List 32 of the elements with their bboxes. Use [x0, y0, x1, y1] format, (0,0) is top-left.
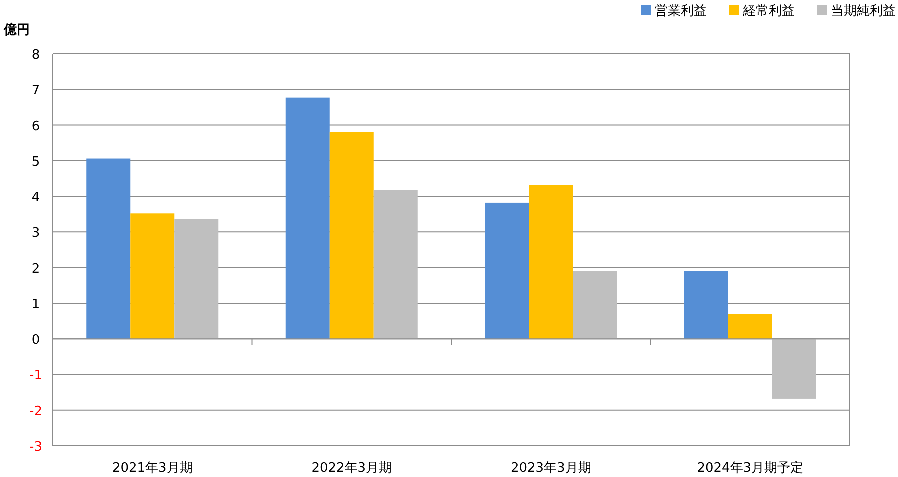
x-tick-label: 2023年3月期	[510, 461, 592, 476]
bar	[529, 186, 574, 340]
x-tick-label: 2021年3月期	[112, 461, 193, 476]
bar	[485, 202, 530, 340]
bar	[86, 158, 131, 340]
y-tick-label: 5	[32, 154, 40, 170]
y-tick-label: 8	[32, 48, 40, 63]
y-tick-label: 7	[32, 84, 40, 99]
y-tick-label: 0	[32, 333, 40, 348]
bar	[573, 271, 618, 340]
bar	[286, 98, 330, 340]
y-tick-label: 6	[32, 119, 40, 134]
bar	[728, 314, 772, 340]
bar	[772, 339, 816, 399]
x-tick-label: 2024年3月期予定	[697, 461, 804, 476]
x-tick-label: 2022年3月期	[312, 461, 392, 476]
y-tick-label: 3	[32, 226, 40, 242]
y-tick-label: -2	[30, 404, 42, 420]
legend-label: 当期純利益	[831, 4, 896, 19]
y-tick-label: 4	[32, 190, 40, 206]
bar	[174, 219, 219, 340]
y-tick-label: -3	[30, 440, 42, 455]
bar	[374, 190, 418, 340]
y-tick-label: -1	[30, 368, 42, 384]
y-tick-label: 1	[32, 297, 40, 312]
legend-label: 営業利益	[655, 4, 707, 19]
legend-label: 経常利益	[742, 4, 795, 19]
y-axis-title: 億円	[3, 22, 30, 38]
bar	[330, 132, 374, 340]
bar	[130, 214, 175, 340]
y-tick-label: 2	[32, 262, 40, 277]
bar	[684, 271, 728, 340]
